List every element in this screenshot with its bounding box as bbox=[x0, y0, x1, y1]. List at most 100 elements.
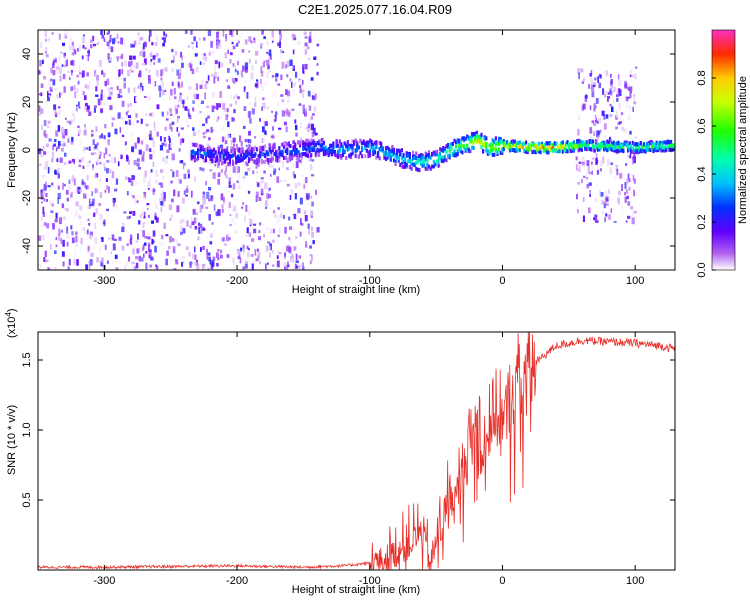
spectrogram-noise-cell bbox=[193, 217, 197, 224]
spectrogram-signal-cell bbox=[552, 148, 555, 153]
spectrogram-noise-cell bbox=[266, 226, 269, 231]
spectrogram-noise-cell bbox=[108, 186, 110, 193]
spectrogram-noise-cell bbox=[629, 105, 631, 109]
spectrogram-noise-cell bbox=[295, 236, 298, 239]
spectrogram-noise-cell bbox=[304, 49, 307, 55]
spectrogram-noise-cell bbox=[223, 196, 225, 204]
spectrogram-noise-cell bbox=[103, 152, 106, 159]
spectrogram-signal-cell bbox=[370, 144, 373, 149]
spectrogram-noise-cell bbox=[116, 219, 120, 223]
spectrogram-noise-cell bbox=[232, 117, 235, 122]
spectrogram-noise-cell bbox=[216, 119, 219, 122]
spectrogram-noise-cell bbox=[159, 91, 161, 98]
spectrogram-signal-cell bbox=[252, 147, 255, 151]
spectrogram-noise-cell bbox=[129, 238, 133, 245]
spectrogram-signal-cell bbox=[271, 143, 274, 148]
spectrogram-noise-cell bbox=[205, 81, 209, 84]
spectrogram-noise-cell bbox=[57, 185, 60, 190]
spectrogram-signal-cell bbox=[306, 143, 310, 148]
spectrogram-signal-cell bbox=[230, 146, 233, 151]
spectrogram-noise-cell bbox=[255, 195, 258, 202]
spectrogram-noise-cell bbox=[121, 134, 125, 137]
spectrogram-noise-cell bbox=[302, 89, 305, 93]
spectrogram-signal-cell bbox=[531, 150, 534, 155]
spectrogram-noise-cell bbox=[131, 211, 134, 214]
spectrogram-signal-cell bbox=[195, 143, 198, 148]
spectrogram-noise-cell bbox=[247, 111, 250, 118]
spectrogram-noise-cell bbox=[239, 135, 242, 142]
spectrogram-noise-cell bbox=[581, 179, 583, 184]
spectrogram-noise-cell bbox=[146, 208, 149, 211]
spectrogram-signal-cell bbox=[294, 149, 297, 154]
spectrogram-signal-cell bbox=[432, 159, 435, 164]
spectrogram-signal-cell bbox=[579, 139, 582, 144]
spectrogram-noise-cell bbox=[286, 52, 289, 56]
spectrogram-signal-cell bbox=[569, 142, 572, 147]
spectrogram-noise-cell bbox=[183, 173, 187, 179]
spectrogram-noise-cell bbox=[259, 39, 262, 43]
spectrogram-noise-cell bbox=[194, 254, 197, 260]
spectrogram-noise-cell bbox=[198, 37, 201, 41]
spectrogram-noise-cell bbox=[299, 260, 303, 266]
spectrogram-noise-cell bbox=[291, 33, 295, 39]
spectrogram-signal-cell bbox=[493, 139, 496, 144]
spectrogram-signal-cell bbox=[641, 148, 644, 153]
spectrogram-noise-cell bbox=[151, 238, 154, 245]
spectrogram-noise-cell bbox=[588, 207, 591, 214]
spectrogram-noise-cell bbox=[241, 75, 244, 78]
spectrogram-noise-cell bbox=[57, 63, 60, 68]
spectrogram-noise-cell bbox=[594, 198, 597, 202]
spectrogram-signal-cell bbox=[642, 148, 646, 153]
spectrogram-noise-cell bbox=[592, 130, 596, 134]
spectrogram-signal-cell bbox=[472, 146, 475, 150]
spectrogram-noise-cell bbox=[295, 112, 299, 119]
spectrogram-noise-cell bbox=[633, 101, 637, 105]
spectrogram-noise-cell bbox=[142, 43, 145, 50]
spectrogram-noise-cell bbox=[181, 256, 184, 264]
spectrogram-signal-cell bbox=[423, 163, 426, 168]
spectrogram-signal-cell bbox=[556, 146, 560, 151]
spectrogram-noise-cell bbox=[181, 99, 185, 104]
spectrogram-signal-cell bbox=[408, 151, 411, 156]
spectrogram-signal-cell bbox=[351, 139, 354, 144]
spectrogram-noise-cell bbox=[53, 104, 57, 110]
spectrogram-noise-cell bbox=[299, 231, 302, 237]
spectrogram-noise-cell bbox=[52, 79, 56, 86]
spectrogram-noise-cell bbox=[78, 44, 81, 52]
spectrogram-signal-cell bbox=[220, 149, 224, 154]
spectrogram-signal-cell bbox=[340, 143, 343, 148]
spectrogram-noise-cell bbox=[307, 90, 311, 97]
spectrogram-signal-cell bbox=[434, 162, 437, 167]
spectrogram-noise-cell bbox=[86, 175, 89, 181]
spectrogram-noise-cell bbox=[71, 59, 75, 66]
spectrogram-signal-cell bbox=[513, 148, 517, 153]
spectrogram-noise-cell bbox=[137, 42, 142, 45]
spectrogram-signal-cell bbox=[286, 142, 289, 147]
spectrogram-noise-cell bbox=[199, 84, 203, 89]
spectrogram-noise-cell bbox=[606, 160, 610, 167]
spectrogram-signal-cell bbox=[335, 144, 338, 148]
spectrogram-noise-cell bbox=[316, 63, 319, 66]
spectrogram-noise-cell bbox=[162, 157, 165, 162]
spectrogram-noise-cell bbox=[227, 85, 231, 89]
spectrogram-y-axis-label: Frequency (Hz) bbox=[6, 112, 18, 188]
spectrogram-noise-cell bbox=[182, 256, 186, 259]
spectrogram-noise-cell bbox=[270, 164, 274, 168]
spectrogram-noise-cell bbox=[62, 216, 66, 221]
spectrogram-noise-cell bbox=[277, 42, 280, 47]
spectrogram-signal-cell bbox=[247, 157, 251, 162]
spectrogram-noise-cell bbox=[39, 60, 42, 67]
spectrogram-noise-cell bbox=[121, 100, 125, 107]
spectrogram-noise-cell bbox=[78, 188, 82, 193]
spectrogram-noise-cell bbox=[47, 167, 50, 174]
spectrogram-noise-cell bbox=[304, 36, 308, 39]
spectrogram-signal-cell bbox=[480, 145, 483, 149]
spectrogram-noise-cell bbox=[98, 203, 101, 206]
spectrogram-y-tick-label: 40 bbox=[21, 48, 33, 60]
spectrogram-y-tick-label: -20 bbox=[21, 190, 33, 206]
spectrogram-noise-cell bbox=[175, 170, 179, 177]
spectrogram-noise-cell bbox=[244, 261, 248, 269]
spectrogram-noise-cell bbox=[157, 32, 160, 38]
spectrogram-noise-cell bbox=[106, 260, 109, 264]
spectrogram-noise-cell bbox=[633, 178, 636, 184]
